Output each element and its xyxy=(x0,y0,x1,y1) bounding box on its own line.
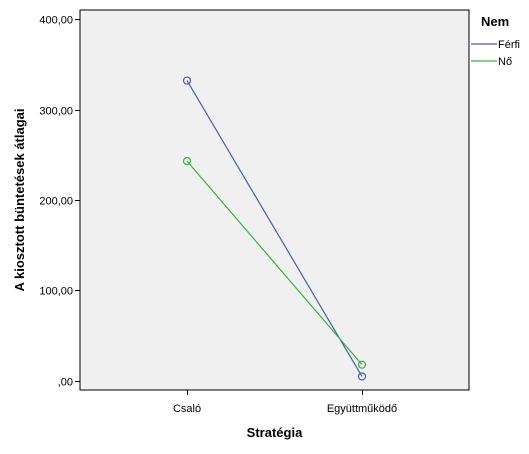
x-axis-title: Stratégia xyxy=(247,425,303,440)
data-point xyxy=(357,372,367,381)
x-tick-label: Csaló xyxy=(173,403,201,415)
legend: Nem Férfi Nő xyxy=(471,14,520,68)
y-tick-label: 200,00 xyxy=(39,196,73,208)
y-tick-label: 100,00 xyxy=(39,286,73,298)
data-point xyxy=(357,360,367,369)
legend-label: Nő xyxy=(498,56,512,68)
plot-area xyxy=(79,9,470,391)
y-tick-label: 400,00 xyxy=(39,15,73,27)
data-point xyxy=(182,76,192,85)
x-tick-label: Együttműködő xyxy=(327,403,397,415)
series-line xyxy=(186,160,363,366)
y-axis-title: A kiosztott büntetések átlagai xyxy=(12,109,27,292)
series-layer xyxy=(182,76,367,381)
y-axis-ticks: ,00 100,00 200,00 300,00 400,00 xyxy=(39,15,80,389)
y-tick-label: 300,00 xyxy=(39,106,73,118)
series-line xyxy=(186,80,363,377)
y-tick-label: ,00 xyxy=(58,377,73,389)
legend-label: Férfi xyxy=(498,39,520,51)
x-axis-ticks: Csaló Együttműködő xyxy=(173,390,397,415)
legend-title: Nem xyxy=(481,14,509,29)
data-point xyxy=(182,156,192,166)
